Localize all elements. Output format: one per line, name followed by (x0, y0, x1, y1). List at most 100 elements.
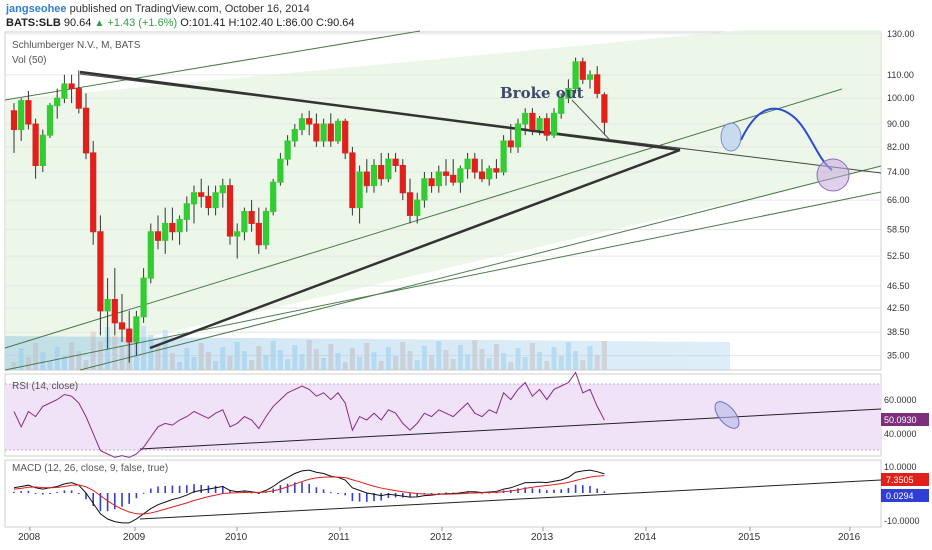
macd-hist-bar (330, 492, 332, 494)
macd-hist-bar (301, 482, 303, 493)
bottom-channel-line (4, 191, 882, 371)
price-pane[interactable]: Broke out Schlumberger N.V., M, BATS Vol… (4, 30, 915, 371)
macd-hist-bar (250, 492, 253, 494)
macd-hist-bar (135, 493, 138, 499)
target-circle-1 (720, 122, 742, 152)
annotation-pointer (571, 99, 611, 141)
candle-down (97, 231, 104, 312)
author-link[interactable]: jangseohee (6, 3, 67, 15)
rsi-line (13, 371, 605, 458)
macd-hist-bar (164, 485, 166, 493)
candle-up (162, 222, 169, 241)
macd-hist-bar (380, 493, 382, 501)
candle-up (39, 134, 46, 166)
time-axis: 2008 2009 2010 2011 2012 2013 2014 2015 2016 (18, 527, 861, 543)
macd-hist-bar (574, 484, 577, 493)
macd-hist-bar (603, 491, 606, 493)
macd-hist-bar (27, 490, 30, 493)
macd-hist-bar (42, 493, 44, 495)
macd-hist-bar (567, 488, 570, 493)
close-value: C:90.64 (316, 17, 355, 29)
candle-up (565, 88, 572, 99)
price-tick-label: 42.50 (887, 303, 910, 313)
macd-hist-bar (85, 493, 87, 500)
macd-hist-bar (13, 491, 15, 493)
high-value: H:102.40 (228, 17, 274, 29)
price-change: +1.43 (+1.6%) (107, 17, 178, 29)
candle-down (25, 100, 32, 125)
candle-down (68, 83, 75, 90)
rsi-trendline (139, 408, 882, 450)
macd-hist-bar (214, 485, 217, 493)
candle-down (471, 158, 478, 173)
macd-hist-bar (409, 493, 411, 498)
rsi-title: RSI (14, close) (12, 381, 78, 392)
candle-down (529, 112, 536, 131)
macd-title: MACD (12, 26, close, 9, false, true) (12, 463, 168, 474)
rsi-pane[interactable]: RSI (14, close) 60.0000 40.0000 50.0930 (4, 371, 929, 458)
candle-down (594, 74, 601, 94)
macd-hist-bar (229, 490, 231, 493)
macd-hist-badge (881, 489, 929, 502)
candle-up (234, 231, 241, 237)
macd-pane[interactable]: MACD (12, 26, close, 9, false, true) 10.… (4, 459, 929, 528)
macd-hist-bar (322, 489, 325, 493)
macd-hist-bar (531, 488, 534, 493)
macd-hist-bar (56, 491, 58, 493)
time-tick-label: 2015 (738, 532, 761, 543)
candle-down (90, 152, 97, 233)
candle-down (111, 298, 118, 324)
macd-hist-bar (452, 492, 454, 494)
candle-up (104, 298, 111, 312)
price-pane-title: Schlumberger N.V., M, BATS (12, 40, 141, 51)
macd-hist-bar (186, 485, 188, 493)
macd-hist-bar (63, 490, 66, 493)
macd-hist-bar (387, 493, 390, 498)
price-tick-label: 58.50 (887, 225, 910, 235)
candle-down (493, 168, 500, 173)
macd-hist-bar (315, 487, 318, 493)
candle-up (320, 123, 327, 142)
candle-down (32, 123, 39, 166)
candle-down (248, 210, 255, 224)
candle-up (219, 185, 226, 194)
macd-hist-bar (128, 493, 130, 504)
macd-hist-bar (358, 493, 361, 502)
macd-hist-bar (366, 493, 368, 502)
macd-hist-bar (142, 492, 145, 494)
chart-canvas[interactable]: Broke out Schlumberger N.V., M, BATS Vol… (0, 30, 932, 550)
candle-up (54, 97, 61, 107)
up-arrow-icon: ▲ (94, 18, 105, 29)
candle-down (450, 174, 457, 183)
macd-hist-bar (171, 485, 174, 493)
macd-hist-bar (150, 488, 152, 493)
publish-text: published on TradingView.com, October 16… (69, 3, 310, 15)
candle-up (457, 168, 464, 183)
rsi-tick-40: 40.0000 (884, 429, 917, 439)
candle-up (183, 203, 190, 220)
macd-hist-bar (373, 493, 375, 502)
candle-down (198, 192, 205, 197)
candle-down (428, 178, 435, 187)
candle-up (46, 105, 54, 136)
macd-trendline (139, 479, 882, 520)
macd-hist-bar (222, 485, 224, 493)
time-tick-label: 2011 (328, 532, 350, 543)
candle-down (399, 164, 406, 194)
publish-info: jangseohee published on TradingView.com,… (6, 3, 310, 15)
candle-down (255, 222, 262, 246)
candle-down (126, 328, 133, 343)
candle-down (75, 88, 82, 109)
signal-line (13, 475, 605, 515)
candle-down (406, 192, 414, 216)
price-tick-label: 52.50 (887, 251, 910, 261)
candle-down (349, 152, 356, 209)
candle-down (82, 107, 90, 154)
macd-hist-bar (582, 485, 584, 493)
price-tick-label: 35.00 (887, 351, 910, 361)
macd-hist-bar (553, 489, 555, 493)
price-tick-label: 90.00 (887, 119, 910, 129)
candle-up (370, 164, 378, 187)
candle-up (586, 74, 594, 80)
time-tick-label: 2012 (430, 532, 453, 543)
